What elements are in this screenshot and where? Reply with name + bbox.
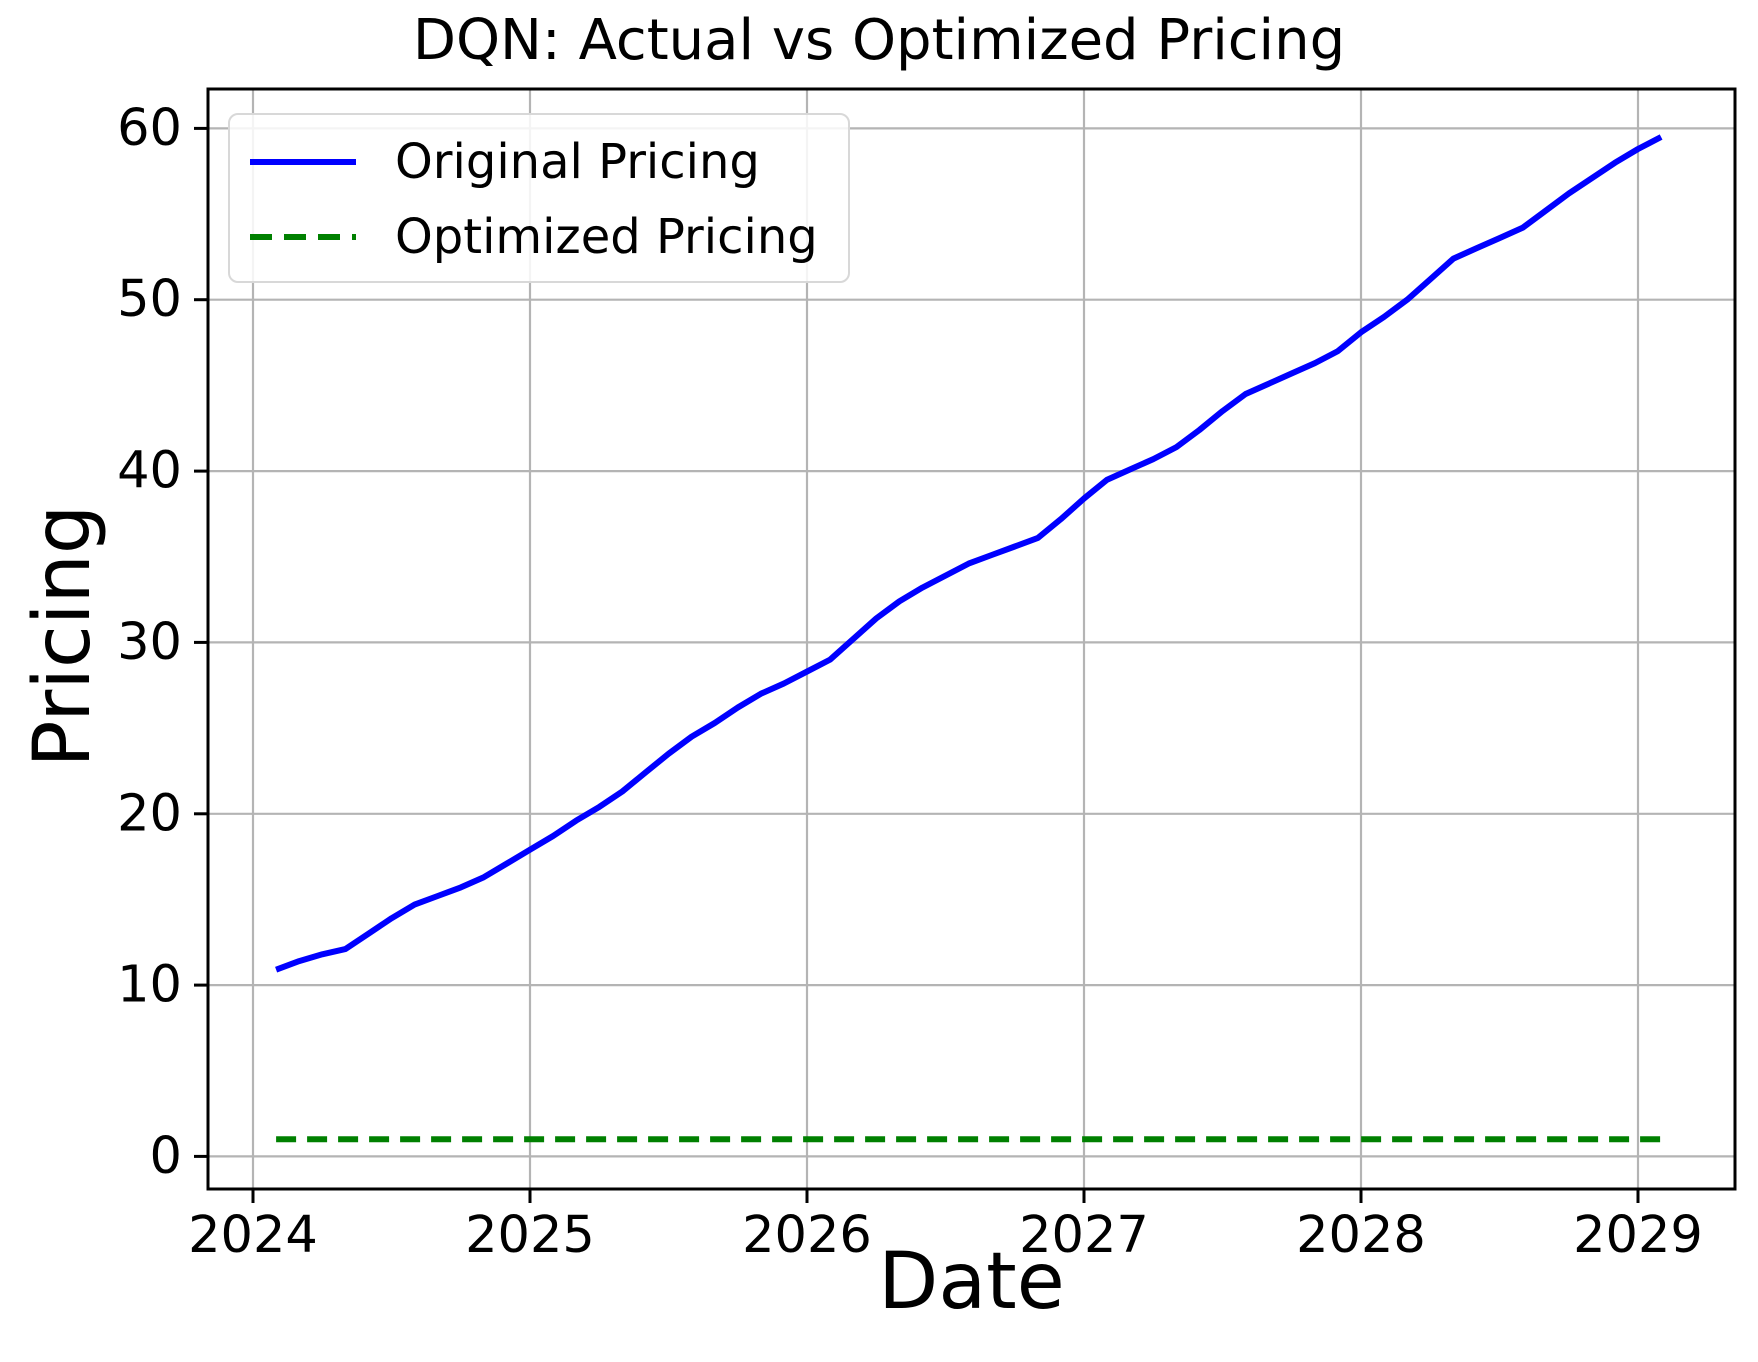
axes-spines <box>206 87 1737 1191</box>
series-line-0 <box>275 134 1663 973</box>
y-tick-label: 40 <box>117 442 182 501</box>
x-tick-label: 2024 <box>188 1206 318 1265</box>
y-tick-label: 60 <box>117 99 182 158</box>
x-tick-label: 2029 <box>1573 1206 1703 1265</box>
legend-line-optimized-pricing-icon <box>250 233 356 240</box>
legend-line-original-pricing-icon <box>250 158 356 165</box>
y-tick-label: 30 <box>117 613 182 672</box>
y-tick-label: 20 <box>117 784 182 843</box>
legend-item: Optimized Pricing <box>250 199 848 274</box>
x-tick-label: 2028 <box>1296 1206 1426 1265</box>
legend-item: Original Pricing <box>250 124 848 199</box>
chart-title: DQN: Actual vs Optimized Pricing <box>412 8 1346 73</box>
x-tick-label: 2026 <box>742 1206 872 1265</box>
x-tick-label: 2025 <box>465 1206 595 1265</box>
legend: Original Pricing Optimized Pricing <box>228 113 850 283</box>
y-tick-label: 10 <box>117 956 182 1015</box>
x-tick-label: 2027 <box>1019 1206 1149 1265</box>
legend-label: Original Pricing <box>395 133 760 190</box>
legend-label: Optimized Pricing <box>395 208 818 265</box>
y-tick-label: 0 <box>150 1127 182 1186</box>
y-tick-label: 50 <box>117 270 182 329</box>
x-axis-label: Date <box>878 1237 1065 1327</box>
